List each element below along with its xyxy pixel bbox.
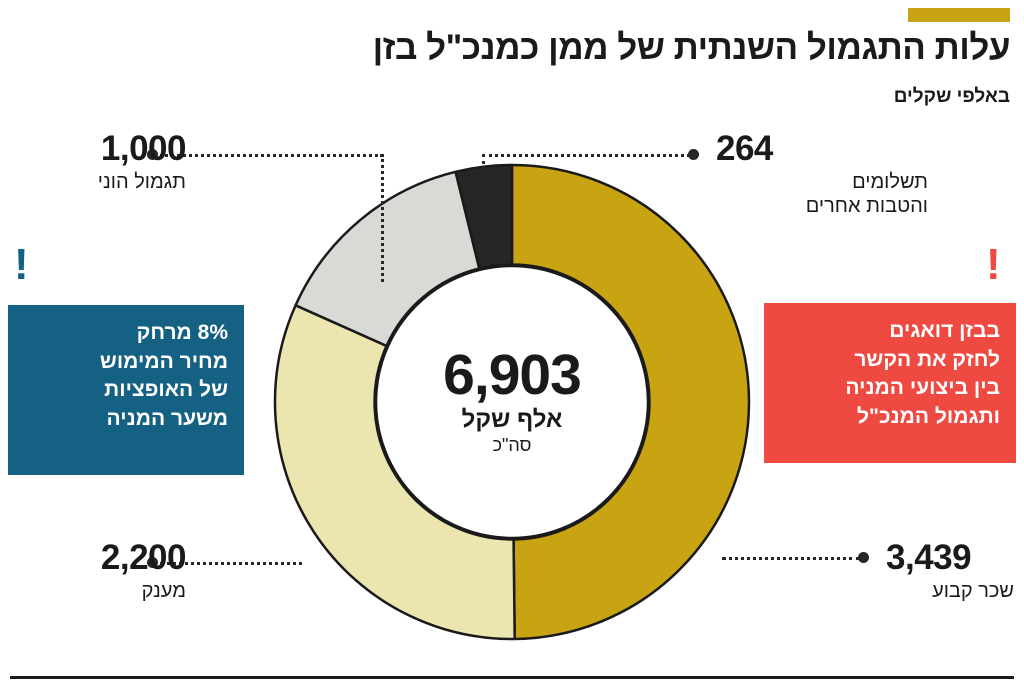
leader-dot-equity — [147, 149, 158, 160]
leader-line-equity-v — [381, 154, 384, 282]
leader-line-other-h — [482, 154, 690, 157]
exclamation-icon-red: ! — [986, 240, 1001, 289]
donut-slices — [273, 163, 751, 641]
note-box-red: בבזן דואגים לחזק את הקשר בין ביצועי המני… — [764, 303, 1016, 463]
leader-dot-other — [688, 149, 699, 160]
callout-other-label: תשלומים והטבות אחרים — [805, 171, 928, 218]
footer-rule — [10, 676, 1014, 679]
leader-dot-salary — [858, 552, 869, 563]
page-title: עלות התגמול השנתית של ממן כמנכ"ל בזן — [372, 28, 1011, 67]
callout-salary: 3,439 שכר קבוע — [886, 540, 1016, 603]
leader-line-other-v — [482, 154, 485, 188]
callout-grant: 2,200 מענק — [16, 538, 187, 603]
donut-chart: 6,903 אלף שקל סה"כ — [272, 162, 752, 642]
leader-line-grant-h — [160, 562, 302, 565]
callout-grant-label: מענק — [141, 580, 186, 602]
callout-equity: 1,000 תגמול הוני — [16, 129, 187, 194]
leader-line-equity-h — [160, 154, 383, 157]
accent-bar — [908, 8, 1010, 22]
exclamation-icon-blue: ! — [14, 240, 29, 289]
donut-hole — [374, 264, 650, 540]
callout-equity-value: 1,000 — [100, 129, 187, 168]
donut-slice — [454, 163, 514, 270]
note-box-blue: 8% מרחק מחיר המימוש של האופציות משער המנ… — [8, 305, 244, 475]
callout-equity-label: תגמול הוני — [97, 171, 186, 193]
callout-grant-value: 2,200 — [100, 538, 187, 577]
callout-other: 264 תשלומים והטבות אחרים — [716, 131, 946, 219]
leader-line-salary-h — [722, 557, 860, 560]
donut-slice — [510, 163, 751, 641]
donut-slice — [273, 304, 516, 641]
callout-salary-label: שכר קבוע — [932, 580, 1014, 602]
donut-chart-svg — [273, 163, 751, 641]
callout-other-value: 264 — [716, 129, 773, 168]
callout-salary-value: 3,439 — [886, 538, 972, 577]
page-subtitle: באלפי שקלים — [893, 86, 1010, 107]
leader-dot-grant — [147, 557, 158, 568]
